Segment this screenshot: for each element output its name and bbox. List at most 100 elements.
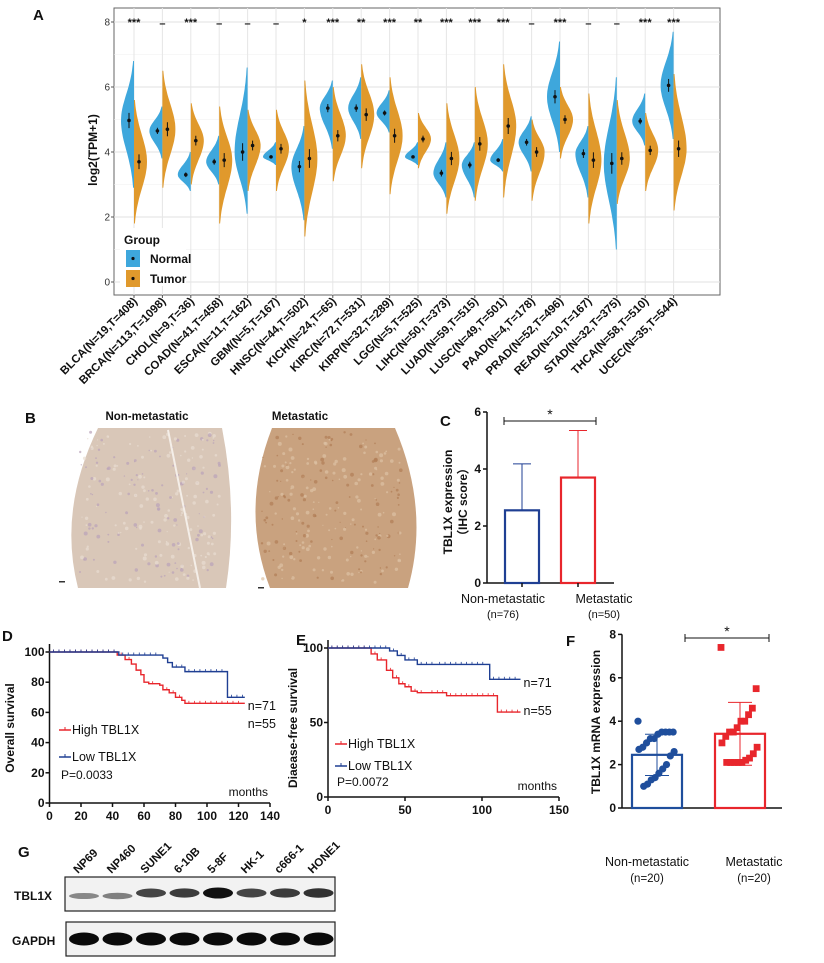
ihc-texture-dot [204,555,207,559]
ihc-texture-dot [367,556,369,558]
ihc-texture-dot [399,553,401,555]
violin-tumor [276,109,289,191]
ihc-texture-dot [345,558,349,562]
y-tick-label: 0 [474,576,481,590]
median-point-tumor [165,127,170,132]
ihc-texture-dot [212,513,216,517]
ihc-texture-dot [307,529,310,533]
median-point-normal [155,129,160,133]
ihc-texture-dot [360,473,363,476]
violin-tumor [673,74,687,211]
ihc-texture-dot [154,555,158,558]
scale-bar [59,581,65,583]
median-point-tumor [620,156,624,161]
ihc-texture-dot [393,486,395,488]
ihc-texture-dot [263,549,267,553]
significance-label: *** [497,17,511,29]
band-gapdh [203,932,233,946]
median-point-tumor [449,156,454,161]
y-tick-label: 2 [104,213,110,224]
median-point-tumor [591,158,596,162]
x-tick-label: Non-metastatic [605,855,689,869]
ihc-texture-dot [319,469,323,472]
ihc-texture-dot [165,542,170,546]
ihc-texture-dot [84,516,89,520]
median-point-normal [240,150,245,154]
ihc-texture-dot [330,439,333,442]
ihc-texture-dot [157,540,161,544]
y-axis-label-unit: （IHC score） [455,462,470,542]
ihc-texture-dot [282,452,286,456]
ihc-texture-dot [83,557,87,561]
median-point-tumor [676,146,681,151]
band-gapdh [236,932,267,946]
ihc-texture-dot [135,547,138,550]
significance-label: *** [184,17,198,29]
ihc-texture-dot [180,564,184,569]
lane-label: NP69 [72,847,101,876]
ihc-texture-dot [168,571,170,573]
ihc-texture-dot [167,509,171,512]
band-tbl1x [136,888,166,898]
ihc-texture-dot [186,515,190,520]
ihc-texture-dot [161,484,164,487]
tissue-fold [167,429,201,589]
ihc-texture-dot [390,490,393,493]
ihc-texture-dot [305,547,310,552]
significance-label: – [159,18,165,30]
ihc-texture-dot [303,494,307,498]
ihc-texture-dot [365,531,369,535]
panel-e-disease-free-survival: Diaease-free survival 0 50 100 0 50 100 150 mont… [286,640,569,817]
violin-normal [433,142,447,198]
median-point-normal [269,155,273,159]
band-gapdh [69,932,99,946]
median-point-tumor [364,112,369,117]
ihc-texture-dot [217,494,221,498]
ihc-texture-dot [137,479,139,481]
ihc-texture-dot [350,523,352,525]
y-axis-label: TBL1X mRNA expression [589,650,603,794]
ihc-texture-dot [206,541,210,545]
ihc-texture-dot [190,446,195,450]
ihc-texture-dot [288,447,293,452]
ihc-texture-dot [189,528,193,532]
ihc-texture-dot [139,504,144,508]
ihc-texture-dot [163,518,167,522]
violin-normal [177,152,191,191]
ihc-texture-dot [332,471,336,475]
ihc-texture-dot [97,448,101,451]
ihc-texture-dot [334,527,337,530]
ihc-texture-dot [346,572,351,576]
ihc-texture-dot [133,523,138,527]
ihc-texture-dot [187,458,191,462]
median-point-normal [184,172,188,177]
ihc-texture-dot [125,511,129,515]
ihc-texture-dot [162,435,167,440]
panel-c-bar-chart: TBL1X expression （IHC score） 0 2 4 6 Non-met… [441,405,632,621]
ihc-texture-dot [386,491,389,494]
x-tick-label: 100 [197,809,217,823]
y-tick-label: 20 [31,766,45,780]
x-tick-label: 0 [325,803,332,817]
y-tick-label: 2 [474,519,481,533]
ihc-texture-dot [201,438,204,441]
ihc-texture-dot [280,492,284,496]
ihc-texture-dot [379,567,382,569]
data-point [726,728,733,736]
ihc-texture-dot [323,547,327,551]
ihc-texture-dot [390,519,394,524]
ihc-texture-dot [130,478,133,481]
ihc-texture-dot [203,516,205,518]
ihc-texture-dot [290,516,295,520]
ihc-texture-dot [395,488,399,492]
significance-label: *** [554,17,568,29]
ihc-texture-dot [330,576,335,581]
ihc-texture-dot [200,554,203,557]
ihc-texture-dot [172,464,175,467]
band-tbl1x [203,887,233,899]
panel-label-f: F [566,633,575,650]
ihc-texture-dot [390,459,394,463]
data-point [741,717,749,725]
ihc-texture-dot [217,461,221,465]
violin-normal [263,142,276,165]
